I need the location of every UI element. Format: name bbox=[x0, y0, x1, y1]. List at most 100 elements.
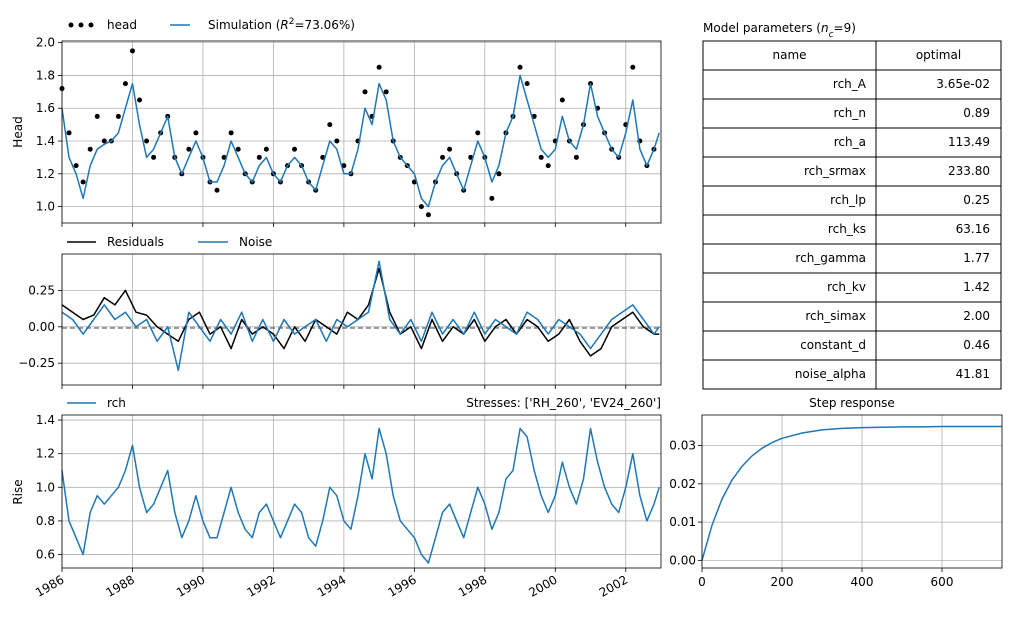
y-tick-label: 1.4 bbox=[36, 134, 55, 148]
parameter-name: rch_A bbox=[833, 77, 867, 91]
rch-legend-label: rch bbox=[107, 396, 126, 410]
parameter-name: rch_simax bbox=[805, 309, 866, 323]
table-cell bbox=[875, 127, 1002, 158]
head-observation-point bbox=[517, 64, 523, 70]
head-observation-point bbox=[630, 64, 636, 70]
head-observation-point bbox=[94, 113, 100, 119]
parameter-name: rch_srmax bbox=[804, 164, 866, 178]
step-axes-frame bbox=[701, 414, 1003, 569]
parameter-name: rch_ks bbox=[828, 222, 866, 236]
y-tick-label: 1.0 bbox=[36, 200, 55, 214]
x-tick-label: 1994 bbox=[315, 572, 348, 599]
head-observation-point bbox=[496, 171, 502, 177]
head-observation-point bbox=[538, 154, 544, 160]
table-cell bbox=[875, 98, 1002, 129]
parameter-name: rch_kv bbox=[827, 280, 866, 294]
rch-series bbox=[61, 427, 660, 564]
table-cell bbox=[875, 156, 1002, 187]
noise-legend-label: Noise bbox=[239, 235, 272, 249]
parameters-table: Model parameters (nc=9) name optimal rch_A… bbox=[702, 21, 1002, 390]
head-observation-point bbox=[144, 138, 150, 144]
x-tick-label: 1986 bbox=[33, 572, 66, 599]
y-tick-label: 1.4 bbox=[36, 413, 55, 427]
head-observation-point bbox=[235, 146, 241, 152]
head-y-ticks: 1.0 1.2 1.4 1.6 1.8 2.0 bbox=[36, 36, 627, 227]
head-grid bbox=[61, 41, 661, 223]
residuals-grid bbox=[61, 254, 661, 385]
head-axes-frame bbox=[61, 40, 662, 224]
parameter-name: rch_a bbox=[834, 135, 866, 149]
head-legend-label: head bbox=[107, 18, 137, 32]
simulation-legend-label: Simulation (R2=73.06%) bbox=[208, 17, 355, 32]
y-tick-label: 0.6 bbox=[36, 548, 55, 562]
head-observation-point bbox=[129, 48, 135, 54]
table-cell bbox=[875, 214, 1002, 245]
table-cell bbox=[875, 330, 1002, 361]
y-tick-label: 1.8 bbox=[36, 68, 55, 82]
head-observation-point bbox=[193, 130, 199, 136]
residuals-line bbox=[61, 267, 660, 357]
parameter-value: 3.65e-02 bbox=[936, 77, 990, 91]
parameter-value: 233.80 bbox=[948, 164, 990, 178]
parameter-value: 0.89 bbox=[963, 106, 990, 120]
parameter-value: 113.49 bbox=[948, 135, 990, 149]
head-observation-point bbox=[447, 146, 453, 152]
x-tick-label: 2000 bbox=[526, 572, 559, 599]
head-legend-marker bbox=[88, 22, 94, 28]
x-tick-label: 1990 bbox=[174, 572, 207, 599]
step-y-tick-label: 0.03 bbox=[669, 439, 696, 453]
step-response-line bbox=[701, 425, 1002, 561]
head-legend: head Simulation (R2=73.06%) bbox=[68, 17, 355, 32]
x-tick-label: 1996 bbox=[385, 572, 418, 599]
simulation-legend-r: R bbox=[280, 18, 288, 32]
rch-y-axis-label: Rise bbox=[11, 479, 25, 504]
simulation-legend-suffix: =73.06%) bbox=[295, 18, 356, 32]
y-tick-label: 2.0 bbox=[36, 36, 55, 50]
parameters-title-sub: c bbox=[829, 30, 834, 40]
y-tick-label: −0.25 bbox=[18, 356, 55, 370]
table-cell bbox=[702, 156, 877, 187]
head-observation-point bbox=[151, 154, 157, 160]
residuals-axes-frame bbox=[61, 253, 662, 386]
head-observation-point bbox=[137, 97, 143, 103]
head-observation-point bbox=[87, 146, 93, 152]
table-cell bbox=[702, 301, 877, 332]
table-cell bbox=[875, 185, 1002, 216]
residuals-y-ticks: 0.25 0.00 −0.25 bbox=[18, 283, 627, 389]
x-tick-label: 1998 bbox=[456, 572, 489, 599]
head-observation-point bbox=[362, 89, 368, 95]
rch-line bbox=[61, 427, 660, 564]
head-observation-point bbox=[228, 130, 234, 136]
head-y-axis-label: Head bbox=[11, 116, 25, 147]
parameter-value: 63.16 bbox=[956, 222, 990, 236]
residuals-legend: Residuals Noise bbox=[67, 235, 272, 249]
step-y-tick-label: 0.00 bbox=[669, 553, 696, 567]
head-chart: 1.0 1.2 1.4 1.6 1.8 2.0 Head head Simulation … bbox=[11, 17, 662, 227]
residuals-chart: 0.25 0.00 −0.25 Residuals Noise bbox=[18, 235, 662, 389]
head-series bbox=[59, 48, 660, 218]
head-observation-point bbox=[101, 138, 107, 144]
rch-axes-frame bbox=[61, 414, 662, 569]
parameter-value: 2.00 bbox=[963, 309, 990, 323]
head-observation-point bbox=[115, 113, 121, 119]
head-observation-point bbox=[256, 154, 262, 160]
parameter-value: 1.77 bbox=[963, 251, 990, 265]
rch-chart: 1.4 1.2 1.0 0.8 0.6 1986 1988 1990 1992 1994 1996… bbox=[11, 396, 662, 600]
parameters-table-title: Model parameters (nc=9) bbox=[703, 21, 856, 40]
table-cell bbox=[702, 359, 877, 390]
parameter-name: rch_gamma bbox=[795, 251, 866, 265]
head-observation-point bbox=[186, 146, 192, 152]
y-tick-label: 0.25 bbox=[28, 283, 55, 297]
step-response-chart: Step response 0.03 0.02 0.01 0.00 0 200 400 60… bbox=[669, 396, 1003, 589]
parameter-value: 41.81 bbox=[956, 367, 990, 381]
head-observation-point bbox=[376, 64, 382, 70]
stresses-label: Stresses: ['RH_260', 'EV24_260'] bbox=[466, 396, 661, 410]
table-header-name: name bbox=[772, 48, 806, 62]
table-cell bbox=[875, 69, 1002, 100]
simulation-line bbox=[61, 74, 660, 208]
step-x-tick-label: 0 bbox=[698, 575, 706, 589]
head-observation-point bbox=[425, 212, 431, 218]
head-legend-marker bbox=[78, 22, 84, 28]
head-observation-point bbox=[524, 81, 530, 87]
rch-legend: rch bbox=[67, 396, 126, 410]
